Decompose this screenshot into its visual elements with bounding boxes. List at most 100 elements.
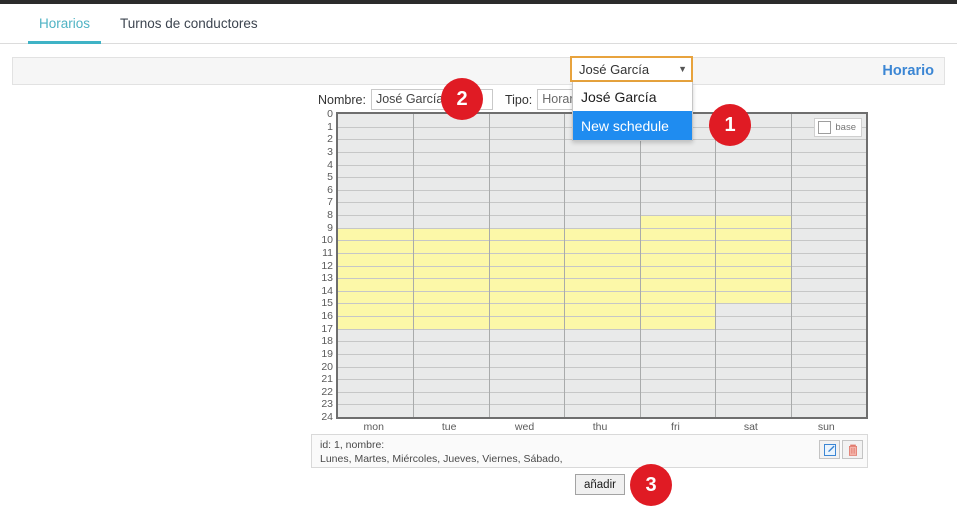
horario-panel-bar: Horario [12,57,945,85]
schedule-select-dropdown[interactable]: José García New schedule [572,82,693,141]
chart-gridline-h [338,379,866,381]
schedule-select[interactable]: José García ▼ [570,56,693,82]
tab-bar: Horarios Turnos de conductores [0,4,957,44]
chart-gridline-h [338,202,866,204]
anadir-button[interactable]: añadir [575,474,625,495]
chart-y-tick: 5 [327,171,333,184]
chart-gridline-h [338,341,866,343]
chart-gridline-h [338,151,866,153]
chart-interval-band[interactable] [715,215,791,304]
chart-interval-band[interactable] [639,215,716,329]
schedule-info-id: id: 1, nombre: [320,439,385,451]
chart-gridline-v [715,114,717,417]
chart-gridline-v [639,114,641,417]
dropdown-option-label: New schedule [581,117,669,134]
chart-y-tick: 19 [321,347,333,360]
chart-x-tick: mon [363,421,384,433]
chart-gridline-h [338,215,866,216]
base-checkbox[interactable] [818,121,832,134]
tipo-label: Tipo: [504,92,533,107]
chart-y-tick: 12 [321,259,333,272]
chart-gridline-h [338,177,866,179]
edit-icon [823,443,836,456]
chart-gridline-v [488,114,490,417]
chart-gridline-h [338,353,866,355]
dropdown-option-jose-garcia[interactable]: José García [573,82,692,111]
chart-y-tick: 1 [327,120,333,133]
chart-gridline-v [790,114,792,417]
chart-gridline-h [338,316,866,317]
annotation-badge-2-label: 2 [456,87,468,110]
horario-label: Horario [882,63,934,79]
chart-y-tick: 0 [327,108,333,120]
chart-gridline-h [338,189,866,191]
chart-y-tick: 8 [327,209,333,221]
window-top-strip [0,0,957,4]
edit-button[interactable] [819,440,840,459]
chart-gridline-v [564,114,566,417]
chart-gridline-h [338,303,866,305]
chart-gridline-h [338,404,866,406]
chart-y-tick: 11 [322,246,333,259]
chart-y-tick: 9 [327,221,333,234]
chart-y-tick: 21 [321,373,333,386]
anadir-button-label: añadir [584,478,616,491]
schedule-select-value: José García [579,61,650,77]
chart-y-tick: 13 [321,272,333,285]
chart-plot-area[interactable]: base [336,112,868,419]
chart-y-tick: 7 [327,196,333,209]
chart-y-tick: 10 [321,234,333,247]
chart-y-tick: 2 [327,133,333,146]
chart-y-tick: 23 [321,398,333,411]
tab-turnos-label: Turnos de conductores [120,16,258,31]
schedule-info-days: Lunes, Martes, Miércoles, Jueves, Vierne… [320,453,563,465]
chart-x-axis: mon tue wed thu fri sat sun [336,421,868,439]
nombre-label: Nombre: [318,92,366,107]
chart-y-tick: 4 [327,158,333,171]
chart-y-tick: 16 [321,310,333,322]
chart-x-tick: thu [592,421,608,433]
trash-icon [848,444,857,456]
dropdown-option-new-schedule[interactable]: New schedule [573,111,692,140]
chart-x-tick: sat [743,421,758,433]
chart-legend[interactable]: base [814,118,862,137]
tab-horarios[interactable]: Horarios [28,4,102,44]
legend-label-base: base [835,122,856,133]
chart-gridline-h [338,290,866,292]
chart-y-tick: 20 [321,360,333,373]
chart-y-tick: 24 [321,411,333,423]
chart-y-tick: 17 [321,322,333,335]
chart-x-tick: tue [441,421,457,433]
tab-horarios-label: Horarios [39,16,91,31]
annotation-badge-2: 2 [441,78,483,120]
annotation-badge-1-label: 1 [724,113,736,136]
chevron-down-icon: ▼ [678,64,687,74]
chart-gridline-h [338,227,866,229]
chart-y-tick: 15 [321,297,333,310]
chart-y-tick: 22 [321,385,333,398]
chart-x-tick: wed [514,421,535,433]
chart-gridline-v [413,114,415,417]
schedule-info-panel: id: 1, nombre: Lunes, Martes, Miércoles,… [311,434,868,468]
chart-y-tick: 3 [327,145,333,158]
chart-gridline-h [338,265,866,267]
schedule-info-actions [817,440,863,459]
chart-gridline-h [338,328,866,330]
chart-gridline-h [338,164,866,166]
tab-turnos-de-conductores[interactable]: Turnos de conductores [109,4,269,43]
chart-gridline-h [338,278,866,280]
annotation-badge-1: 1 [709,104,751,146]
delete-button[interactable] [842,440,863,459]
dropdown-option-label: José García [581,88,657,105]
chart-y-tick: 6 [327,183,333,196]
annotation-badge-3-label: 3 [645,473,657,496]
chart-y-axis: 0 1 2 3 4 5 6 7 8 9 10 11 12 13 14 15 16 17 18 19 20 21 22 23 24 [311,108,333,423]
chart-y-tick: 14 [321,284,333,297]
chart-x-tick: sun [817,421,835,433]
chart-gridline-h [338,252,866,254]
chart-y-tick: 18 [321,335,333,348]
chart-gridline-h [338,240,866,242]
chart-gridline-h [338,366,866,368]
chart-x-tick: fri [671,421,680,433]
annotation-badge-3: 3 [630,464,672,506]
